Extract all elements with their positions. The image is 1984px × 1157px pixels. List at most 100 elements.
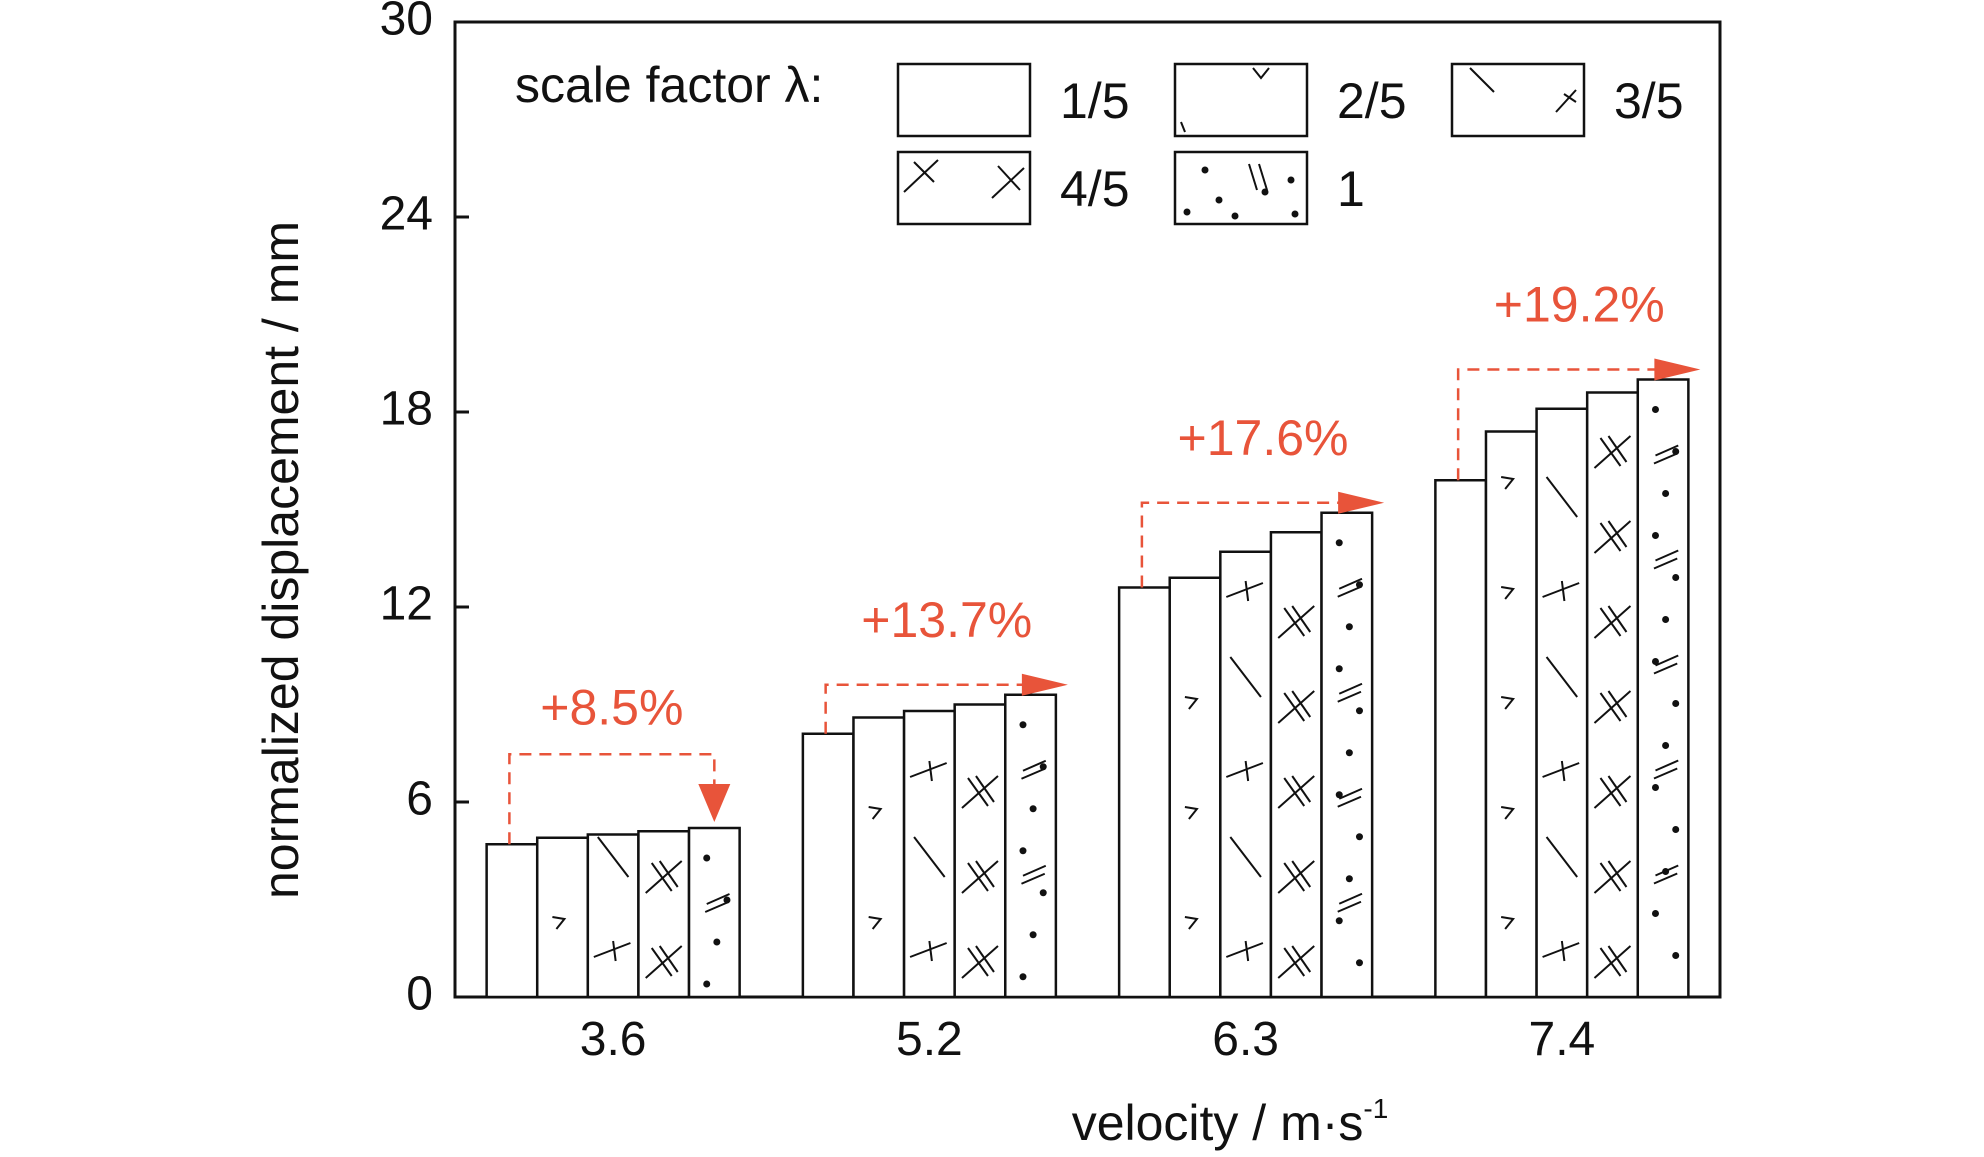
- legend-swatch-mark: [1563, 93, 1577, 103]
- bar-pattern-mark: [1337, 900, 1362, 913]
- bar-group: [852, 716, 906, 999]
- y-axis-label: normalized displacement / mm: [253, 221, 309, 899]
- bar-pattern-mark: [1655, 864, 1679, 877]
- legend-swatch-dot: [1261, 188, 1269, 196]
- legend-swatch-mark: [1469, 67, 1495, 93]
- bar-pattern-dot: [1029, 805, 1037, 813]
- bar-pattern-mark: [1607, 945, 1628, 973]
- x-axis: 3.6 5.2 6.3 7.4: [580, 1013, 1595, 1066]
- bar-group: [687, 826, 741, 999]
- bar-pattern-dot: [1029, 931, 1037, 939]
- legend-swatch-mark: [1258, 163, 1268, 191]
- bar-pattern-mark: [1655, 654, 1679, 667]
- bar-pattern-mark: [1655, 549, 1679, 562]
- bar-pattern-mark: [1655, 759, 1679, 772]
- bar-pattern-mark: [1599, 607, 1622, 637]
- legend-title: scale factor λ:: [515, 57, 823, 113]
- bars-layer: [485, 378, 1690, 999]
- bar-pattern-mark: [1607, 690, 1628, 718]
- legend-swatch-mark: [1555, 89, 1577, 113]
- bar-pattern-mark: [1229, 656, 1262, 698]
- bar-pattern-mark: [1593, 690, 1632, 724]
- bar: [1535, 407, 1589, 999]
- bar: [586, 833, 640, 999]
- bar-pattern-mark: [1593, 860, 1632, 894]
- annotation-line: [1456, 368, 1661, 481]
- annotation-line: [508, 753, 716, 845]
- legend: scale factor λ: 1/5 2/5 3/5 4/5 1: [515, 57, 1684, 226]
- bar-pattern-mark: [1338, 577, 1363, 590]
- bar-pattern-mark: [1653, 662, 1678, 675]
- bar-pattern-mark: [909, 942, 948, 958]
- bar-pattern-mark: [706, 893, 730, 905]
- bar-pattern-mark: [1283, 862, 1306, 892]
- bar-pattern-dot: [1672, 826, 1680, 833]
- bar: [1484, 430, 1538, 999]
- bar-pattern-mark: [1244, 760, 1250, 782]
- annotation-arrowhead: [698, 784, 731, 822]
- bar-pattern-dot: [1039, 889, 1047, 897]
- x-tick-label: 6.3: [1212, 1013, 1279, 1066]
- bar-pattern-mark: [1653, 557, 1678, 570]
- bar-pattern-mark: [1653, 452, 1678, 465]
- bar-pattern-mark: [1542, 942, 1580, 958]
- bar: [801, 732, 855, 999]
- bar-pattern-mark: [1021, 767, 1046, 780]
- bar-pattern-mark: [1225, 762, 1264, 778]
- bar-pattern-dot: [1355, 581, 1363, 589]
- bar-pattern-mark: [1599, 692, 1622, 722]
- y-tick-label: 24: [380, 188, 433, 241]
- bar-group: [586, 833, 640, 999]
- bar-pattern-dot: [1345, 749, 1353, 757]
- bar-pattern-dot: [1335, 539, 1343, 547]
- bar-group: [1004, 693, 1058, 999]
- bar-pattern-mark: [1244, 940, 1250, 962]
- bar-pattern-dot: [1019, 847, 1027, 855]
- x-tick-label: 5.2: [896, 1013, 963, 1066]
- bar-pattern-mark: [658, 860, 679, 888]
- legend-swatch: [1173, 150, 1309, 226]
- bar-pattern-mark: [1277, 945, 1315, 979]
- bar-pattern-mark: [1599, 947, 1622, 977]
- legend-swatch-dot: [1183, 208, 1191, 216]
- bar-pattern-mark: [1244, 580, 1250, 602]
- bar-pattern-mark: [961, 860, 999, 894]
- bar-pattern-dot: [1672, 700, 1680, 707]
- legend-swatch-mark: [903, 159, 939, 193]
- bar-pattern-mark: [1291, 775, 1312, 803]
- bar: [852, 716, 906, 999]
- bar-pattern-dot: [1335, 665, 1343, 673]
- bar: [485, 843, 539, 999]
- legend-swatch-mark: [1180, 121, 1186, 133]
- bar-pattern-mark: [928, 940, 933, 962]
- bar-pattern-mark: [1283, 947, 1306, 977]
- bar-pattern-mark: [1338, 787, 1363, 800]
- plot-area: [453, 20, 1722, 999]
- bar: [1434, 479, 1488, 999]
- bar-pattern-mark: [1277, 860, 1315, 894]
- bar: [687, 826, 741, 999]
- bar-pattern-mark: [1338, 682, 1363, 695]
- bar: [1219, 550, 1273, 999]
- legend-item: 1: [1173, 150, 1365, 226]
- bar-pattern-dot: [1672, 448, 1680, 455]
- bar-group: [1484, 430, 1538, 999]
- bar-pattern-mark: [1500, 696, 1516, 710]
- bar: [953, 703, 1007, 999]
- bar-pattern-mark: [704, 901, 729, 913]
- bar-pattern-mark: [1560, 940, 1566, 962]
- growth-annotation: +19.2%: [1456, 277, 1701, 481]
- legend-swatch-dot: [1287, 176, 1295, 184]
- bar-pattern-mark: [1542, 762, 1580, 778]
- y-tick-label: 30: [380, 0, 433, 46]
- bar-pattern-mark: [1545, 836, 1578, 878]
- bar: [1168, 576, 1222, 999]
- bar-pattern-mark: [1653, 872, 1678, 885]
- bar-pattern-dot: [1672, 574, 1680, 581]
- bar-pattern-dot: [1345, 875, 1353, 883]
- bar-pattern-mark: [1599, 777, 1622, 807]
- bar-pattern-mark: [1655, 444, 1679, 457]
- bar-pattern-mark: [1291, 605, 1312, 633]
- bar-pattern-dot: [1039, 763, 1047, 771]
